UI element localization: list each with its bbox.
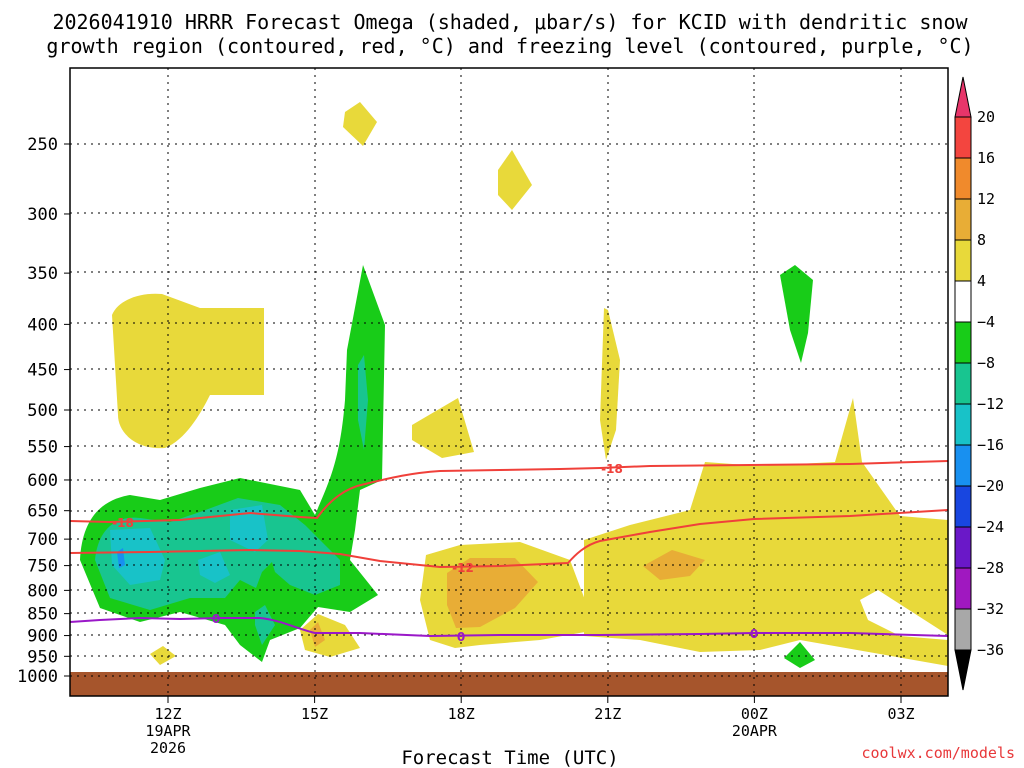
freezing-label-3: 0 [750,627,758,641]
dgz-minus12-contour [69,509,949,569]
omega-region-yellow-thin-column [600,308,620,460]
dgz-minus18-label-right: -18 [601,462,623,476]
y-tick-label: 250 [27,135,58,155]
colorbar-label: −8 [977,354,995,372]
colorbar-segment [954,362,972,405]
colorbar-segment [954,116,972,159]
contours: -18 -18 -12 0 0 0 [69,460,949,644]
omega-region-green-upper-right [780,265,813,363]
colorbar-label: 4 [977,272,986,290]
chart-title-line1: 2026041910 HRRR Forecast Omega (shaded, … [52,10,968,34]
x-tick-date: 19APR [145,722,191,740]
colorbar-segment [954,321,972,364]
y-tick-label: 350 [27,264,58,284]
y-tick-label: 950 [27,647,58,667]
colorbar-label: −4 [977,313,995,331]
colorbar-label: 16 [977,149,995,167]
y-tick-label: 700 [27,530,58,550]
omega-region-cyan-mid [230,505,268,552]
y-tick-label: 600 [27,471,58,491]
dgz-minus12-label: -12 [452,561,474,575]
y-tick-label: 550 [27,438,58,458]
colorbar-segment [954,403,972,446]
y-tick-label: 800 [27,581,58,601]
x-tick-year: 2026 [150,739,186,757]
colorbar-label: 20 [977,108,995,126]
y-tick-label: 650 [27,502,58,522]
chart-title-line2: growth region (contoured, red, °C) and f… [46,34,973,58]
x-axis-label: Forecast Time (UTC) [401,747,618,768]
x-tick-label: 21Z [594,705,621,723]
colorbar-top-arrow [954,76,972,118]
omega-region-yellow-mid [412,398,474,458]
below-ground-band [70,672,948,696]
y-tick-label: 750 [27,557,58,577]
x-tick-label: 03Z [887,705,914,723]
colorbar-label: 12 [977,190,995,208]
x-tick-label: 15Z [301,705,328,723]
colorbar-label: −24 [977,518,1004,536]
dgz-minus18-contour [69,460,949,524]
colorbar-label: −36 [977,641,1004,659]
y-tick-label: 900 [27,627,58,647]
colorbar-segment [954,567,972,610]
y-axis: 2503003504004505005506006507007508008509… [17,135,70,687]
y-tick-label: 1000 [17,667,58,687]
omega-region-orange-center [447,558,538,628]
x-tick-label: 18Z [448,705,475,723]
x-tick-date: 20APR [732,722,778,740]
omega-shading [80,102,948,668]
y-tick-label: 850 [27,605,58,625]
x-tick-label: 12Z [154,705,181,723]
colorbar-segment [954,239,972,282]
x-tick-label: 00Z [741,705,768,723]
omega-region-cyan-left [110,528,165,585]
y-tick-label: 300 [27,205,58,225]
colorbar-label: −12 [977,395,1004,413]
omega-region-orange-small [310,622,325,647]
omega-region-green-lower-right [784,642,815,668]
omega-region-yellow-top-right [498,150,532,210]
colorbar-segment [954,444,972,487]
omega-region-yellow-lower-right [584,398,948,666]
colorbar-segment [954,526,972,569]
colorbar: 20 16 12 8 4 −4 −8 −12 −16 −20 −24 −28 −32 −36 [954,76,1004,691]
colorbar-segment [954,485,972,528]
credit-text: coolwx.com/models [861,744,1015,762]
colorbar-label: −20 [977,477,1004,495]
omega-region-yellow-upper-left [112,293,264,449]
colorbar-segment [954,198,972,241]
omega-region-cyan-low [198,552,230,583]
colorbar-segment [954,280,972,323]
freezing-label-2: 0 [457,630,465,644]
colorbar-label: −28 [977,559,1004,577]
omega-region-yellow-top-center [343,102,377,146]
plot-area: -18 -18 -12 0 0 0 [69,67,949,697]
freezing-label-1: 0 [212,612,220,626]
y-tick-label: 400 [27,315,58,335]
omega-region-teal-column [358,355,368,450]
freezing-level-contour [69,616,949,638]
colorbar-label: 8 [977,231,986,249]
plot-border [69,67,949,697]
colorbar-bottom-arrow [954,649,972,691]
y-tick-label: 500 [27,401,58,421]
dgz-minus18-label-left: -18 [112,516,134,530]
colorbar-label: −32 [977,600,1004,618]
y-tick-label: 450 [27,361,58,381]
colorbar-segment [954,157,972,200]
colorbar-segment [954,608,972,651]
colorbar-label: −16 [977,436,1004,454]
